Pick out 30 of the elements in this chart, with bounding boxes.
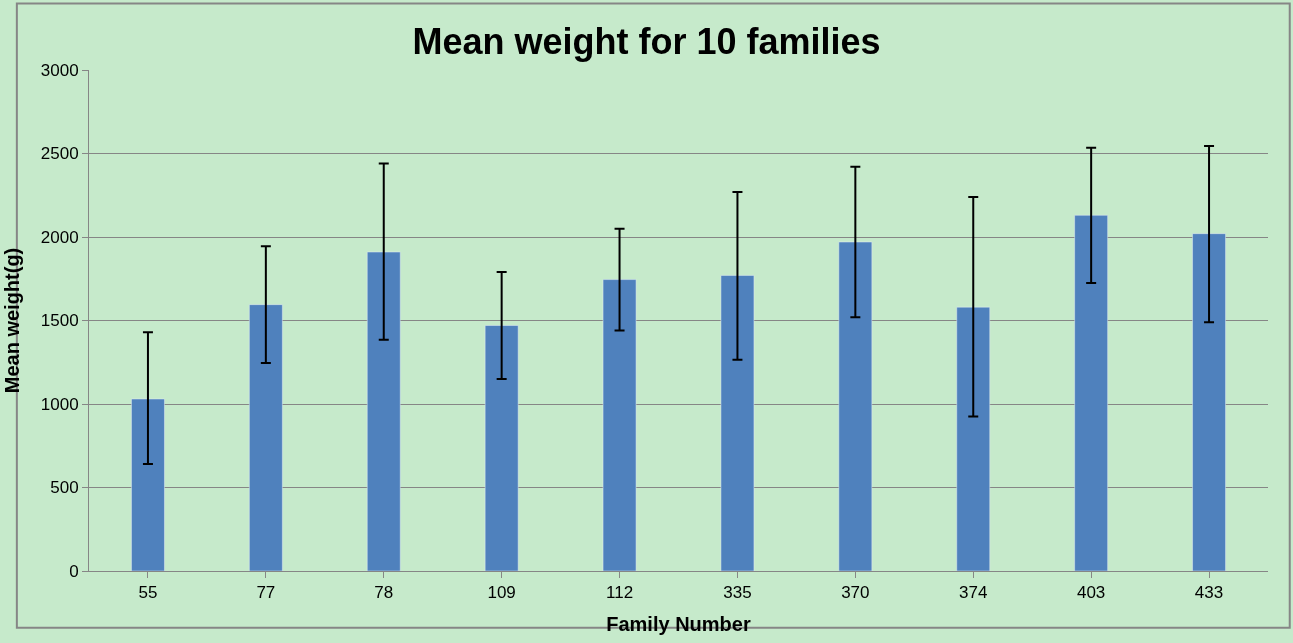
chart-title: Mean weight for 10 families xyxy=(412,21,881,63)
x-tick-label: 403 xyxy=(1076,583,1106,603)
bar xyxy=(720,275,755,571)
y-tick-label: 2500 xyxy=(40,144,79,164)
x-tick-label: 77 xyxy=(256,583,276,603)
bar xyxy=(1074,215,1108,571)
y-tick-label: 2000 xyxy=(40,227,79,247)
bar xyxy=(1192,233,1226,571)
bar xyxy=(956,306,991,571)
x-axis-title: Family Number xyxy=(606,612,751,635)
x-tick-label: 112 xyxy=(606,583,634,603)
y-axis-title: Mean weight(g) xyxy=(1,247,24,394)
bar xyxy=(366,251,401,571)
x-tick-label: 335 xyxy=(723,583,752,603)
x-tick-label: 55 xyxy=(138,583,158,603)
y-tick-label: 1000 xyxy=(40,394,79,414)
y-tick-label: 0 xyxy=(69,561,79,581)
x-tick-label: 370 xyxy=(841,583,870,603)
bar xyxy=(131,398,165,571)
bar xyxy=(484,325,519,571)
y-tick-label: 3000 xyxy=(40,60,79,80)
bar xyxy=(249,304,283,571)
y-tick-label: 1500 xyxy=(40,311,79,331)
x-tick-label: 433 xyxy=(1194,583,1224,603)
bar xyxy=(838,241,873,571)
y-tick-label: 500 xyxy=(50,478,79,498)
bar xyxy=(602,279,637,571)
x-tick-label: 374 xyxy=(959,583,988,603)
x-tick-label: 109 xyxy=(487,583,516,603)
x-tick-label: 78 xyxy=(374,583,394,603)
